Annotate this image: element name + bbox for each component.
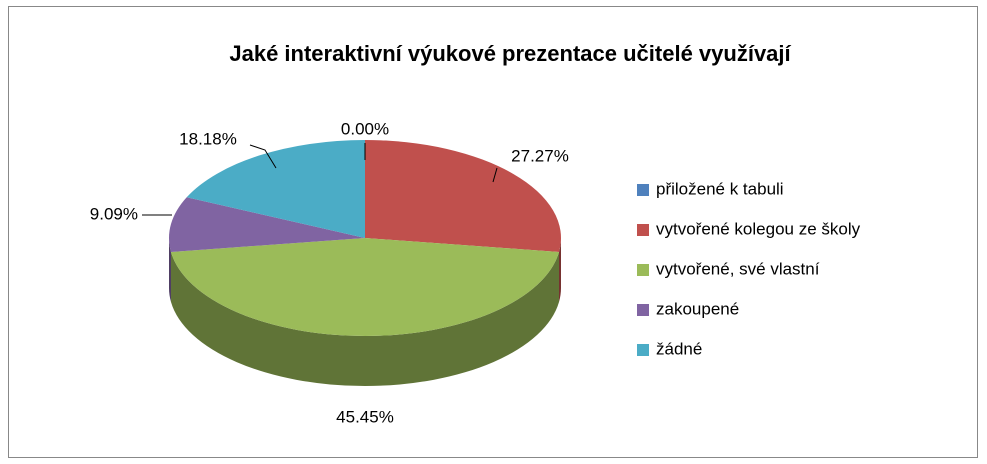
data-label: 45.45% — [336, 407, 394, 426]
data-label: 27.27% — [511, 146, 569, 165]
legend-label: žádné — [656, 339, 702, 358]
legend-swatch — [637, 344, 649, 356]
data-label: 9.09% — [90, 204, 138, 223]
legend-label: zakoupené — [656, 299, 739, 318]
legend-label: vytvořené kolegou ze školy — [656, 219, 861, 238]
leader-line — [492, 167, 498, 183]
legend-swatch — [637, 184, 649, 196]
pie-slice — [365, 140, 561, 252]
leader-line — [249, 144, 277, 169]
pie-side — [169, 238, 171, 302]
pie-slice — [186, 140, 365, 238]
pie-side — [170, 251, 560, 386]
data-label: 18.18% — [179, 129, 237, 148]
pie-side — [559, 238, 561, 302]
pie-slice — [170, 238, 560, 336]
data-label: 0.00% — [341, 119, 389, 138]
pie-slice — [169, 197, 365, 252]
chart-title: Jaké interaktivní výukové prezentace uči… — [229, 41, 791, 66]
legend-swatch — [637, 264, 649, 276]
legend-swatch — [637, 224, 649, 236]
legend-swatch — [637, 304, 649, 316]
legend-label: přiložené k tabuli — [656, 179, 784, 198]
legend-label: vytvořené, své vlastní — [656, 259, 820, 278]
